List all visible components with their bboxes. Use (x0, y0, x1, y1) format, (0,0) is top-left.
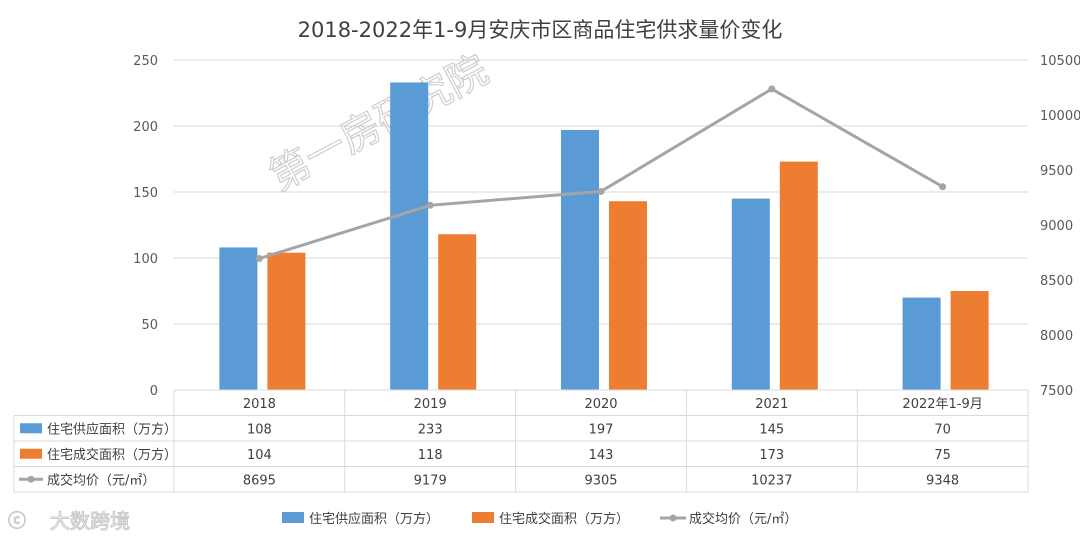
table-row-label: 成交均价（元/㎡） (47, 472, 155, 488)
table-value-cell: 70 (934, 422, 951, 437)
bar (267, 252, 306, 390)
table-row-label: 住宅成交面积（万方） (47, 447, 177, 463)
y-left-tick-label: 200 (133, 120, 158, 135)
bar (561, 129, 599, 390)
y-right-tick-label: 9500 (1040, 164, 1073, 179)
bar (609, 201, 647, 390)
table-row-label: 住宅供应面积（万方） (47, 421, 177, 437)
table-value-cell: 9348 (926, 473, 959, 488)
corner-logo-text: 大数跨境 (50, 509, 130, 533)
bars (219, 82, 989, 390)
y-left-tick-label: 150 (133, 186, 158, 201)
line-point (597, 187, 605, 195)
table-legend-swatch (20, 423, 42, 434)
table-header-cell: 2022年1-9月 (902, 397, 982, 412)
table-header-cell: 2020 (584, 397, 617, 412)
table-value-cell: 197 (589, 422, 614, 437)
legend-swatch (472, 512, 494, 523)
table-value-cell: 233 (418, 422, 443, 437)
table-value-cell: 75 (934, 448, 951, 463)
bar (779, 161, 818, 390)
y-right-tick-label: 10000 (1040, 109, 1080, 124)
legend-marker (669, 514, 677, 522)
table-header-cell: 2019 (414, 397, 447, 412)
y-right-tick-label: 8500 (1040, 274, 1073, 289)
y-left-tick-label: 250 (133, 54, 158, 69)
watermark-center-text: 第一房研究院 (262, 47, 496, 200)
y-right-tick-label: 10500 (1040, 54, 1080, 69)
table-value-cell: 9305 (584, 473, 617, 488)
bar (219, 247, 258, 390)
table-header-cell: 2021 (755, 397, 788, 412)
table-legend-swatch (20, 448, 42, 459)
y-axis-right: 7500 8000 8500 9000 9500 10000 10500 (1040, 54, 1080, 399)
y-left-tick-label: 100 (133, 252, 158, 267)
watermark-center: 第一房研究院 (262, 46, 497, 200)
line-point (426, 201, 434, 209)
table-value-cell: 9179 (414, 473, 447, 488)
legend-label: 成交均价（元/㎡） (689, 511, 797, 527)
y-right-tick-label: 8000 (1040, 329, 1073, 344)
table-value-cell: 143 (589, 448, 614, 463)
table-value-cell: 10237 (751, 473, 792, 488)
y-left-tick-label: 50 (141, 318, 158, 333)
y-axis-left: 0 50 100 150 200 250 (133, 54, 158, 399)
bar (950, 291, 989, 390)
table-value-cell: 118 (418, 448, 443, 463)
legend-label: 住宅供应面积（万方） (309, 511, 439, 527)
line-point (768, 85, 776, 93)
line-point (939, 183, 947, 191)
line-point (255, 255, 263, 263)
bar (438, 234, 477, 390)
bar (390, 82, 429, 390)
table-value-cell: 104 (247, 448, 272, 463)
table-value-cell: 108 (247, 422, 272, 437)
legend: 住宅供应面积（万方） 住宅成交面积（万方） 成交均价（元/㎡） (282, 511, 797, 527)
table-legend-marker (27, 475, 35, 483)
price-line (255, 85, 947, 263)
legend-swatch (282, 512, 304, 523)
y-right-tick-label: 9000 (1040, 219, 1073, 234)
table-value-cell: 173 (759, 448, 784, 463)
legend-label: 住宅成交面积（万方） (499, 511, 629, 527)
bar (902, 297, 941, 390)
y-right-tick-label: 7500 (1040, 384, 1073, 399)
bar (731, 198, 770, 390)
chart-title: 2018-2022年1-9月安庆市区商品住宅供求量价变化 (298, 18, 783, 42)
corner-logo-icon: ⓒ (8, 511, 26, 532)
table-value-cell: 8695 (243, 473, 276, 488)
y-left-tick-label: 0 (150, 384, 158, 399)
table-value-cell: 145 (759, 422, 784, 437)
corner-logo: ⓒ 大数跨境 (8, 509, 131, 534)
table-header-cell: 2018 (243, 397, 276, 412)
